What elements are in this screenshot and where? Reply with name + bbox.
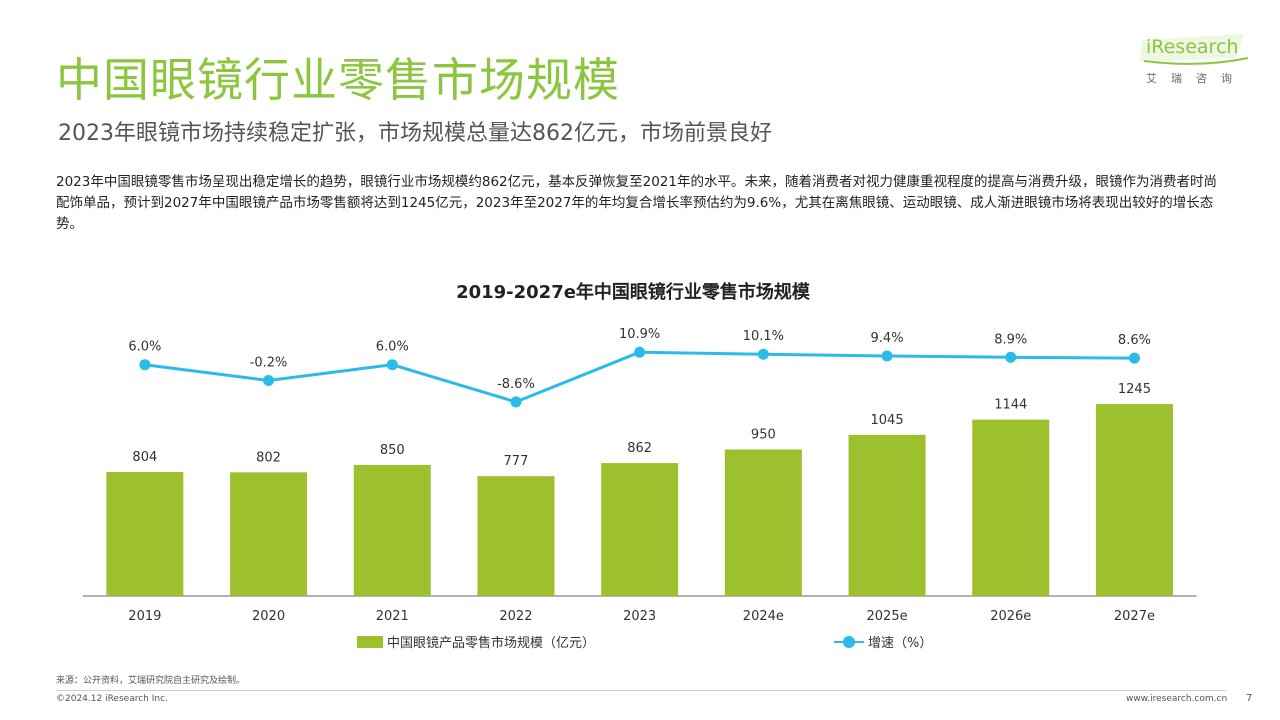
bar-2020	[230, 472, 308, 596]
legend-line-swatch	[834, 635, 864, 648]
legend-bar-entry: 中国眼镜产品零售市场规模（亿元）	[357, 632, 595, 651]
growth-label: 8.6%	[1118, 333, 1151, 348]
bar-2023	[601, 463, 679, 596]
x-tick-label: 2022	[499, 609, 532, 624]
growth-label: 8.9%	[994, 332, 1027, 347]
legend-line-entry: 增速（%）	[834, 632, 932, 651]
growth-point-2020	[263, 375, 275, 387]
bar-2022	[477, 476, 555, 596]
growth-label: -8.6%	[497, 377, 535, 392]
growth-point-2027e	[1128, 352, 1140, 364]
logo-text: iResearch	[1146, 36, 1239, 58]
source-note: 来源：公开资料，艾瑞研究院自主研究及绘制。	[56, 676, 246, 686]
bar-2027e	[1095, 404, 1173, 596]
growth-label: 6.0%	[376, 340, 409, 355]
footer-divider	[56, 690, 1226, 691]
combo-chart: 804 2019 802 2020 850 2021 777 2022 862 2023 950 20…	[83, 327, 1197, 624]
growth-point-2025e	[881, 350, 893, 362]
page-subtitle: 2023年眼镜市场持续稳定扩张，市场规模总量达862亿元，市场前景良好	[58, 121, 772, 146]
growth-label: 9.4%	[871, 331, 904, 346]
x-tick-label: 2026e	[990, 609, 1031, 624]
x-tick-label: 2021	[376, 609, 409, 624]
growth-point-2024e	[757, 348, 769, 360]
x-tick-label: 2025e	[867, 609, 908, 624]
bar-2024e	[724, 449, 802, 596]
page-number: 7	[1246, 693, 1253, 704]
page-title: 中国眼镜行业零售市场规模	[56, 53, 620, 107]
x-tick-label: 2020	[252, 609, 285, 624]
logo-subtext: 艾瑞咨询	[1146, 72, 1246, 85]
growth-point-2023	[634, 346, 646, 358]
legend-bar-swatch	[357, 635, 383, 648]
x-tick-label: 2024e	[743, 609, 784, 624]
bar-2021	[353, 464, 431, 596]
legend-line-label: 增速（%）	[868, 636, 933, 651]
growth-label: 6.0%	[128, 340, 161, 355]
bar-2026e	[972, 419, 1050, 596]
bar-value-label: 1245	[1118, 382, 1151, 397]
growth-point-2019	[139, 359, 151, 371]
bar-value-label: 1144	[994, 398, 1027, 413]
growth-label: 10.9%	[619, 327, 660, 342]
bar-value-label: 802	[256, 450, 281, 465]
legend-bar-label: 中国眼镜产品零售市场规模（亿元）	[387, 636, 596, 651]
x-tick-label: 2019	[128, 609, 161, 624]
bar-value-label: 850	[380, 443, 405, 458]
logo-badge-icon	[1140, 34, 1249, 65]
bar-value-label: 777	[504, 454, 529, 469]
body-paragraph: 2023年中国眼镜零售市场呈现出稳定增长的趋势，眼镜行业市场规模约862亿元，基…	[56, 174, 1217, 232]
bar-2019	[106, 472, 184, 596]
bar-value-label: 1045	[871, 413, 904, 428]
growth-point-2026e	[1005, 351, 1017, 363]
growth-label: 10.1%	[743, 329, 784, 344]
website-link[interactable]: www.iresearch.com.cn	[1126, 694, 1228, 704]
growth-point-2022	[510, 396, 522, 408]
bar-value-label: 950	[751, 428, 776, 443]
iresearch-logo: iResearch 艾瑞咨询	[1140, 28, 1252, 90]
bar-value-label: 804	[132, 450, 157, 465]
growth-point-2021	[386, 359, 398, 371]
bar-2025e	[848, 434, 926, 596]
x-tick-label: 2023	[623, 609, 656, 624]
copyright: ©2024.12 iResearch Inc.	[56, 694, 168, 704]
growth-line	[144, 350, 1135, 404]
growth-label: -0.2%	[250, 356, 288, 371]
bar-value-label: 862	[627, 441, 652, 456]
x-tick-label: 2027e	[1114, 609, 1155, 624]
chart-title: 2019-2027e年中国眼镜行业零售市场规模	[456, 282, 810, 303]
